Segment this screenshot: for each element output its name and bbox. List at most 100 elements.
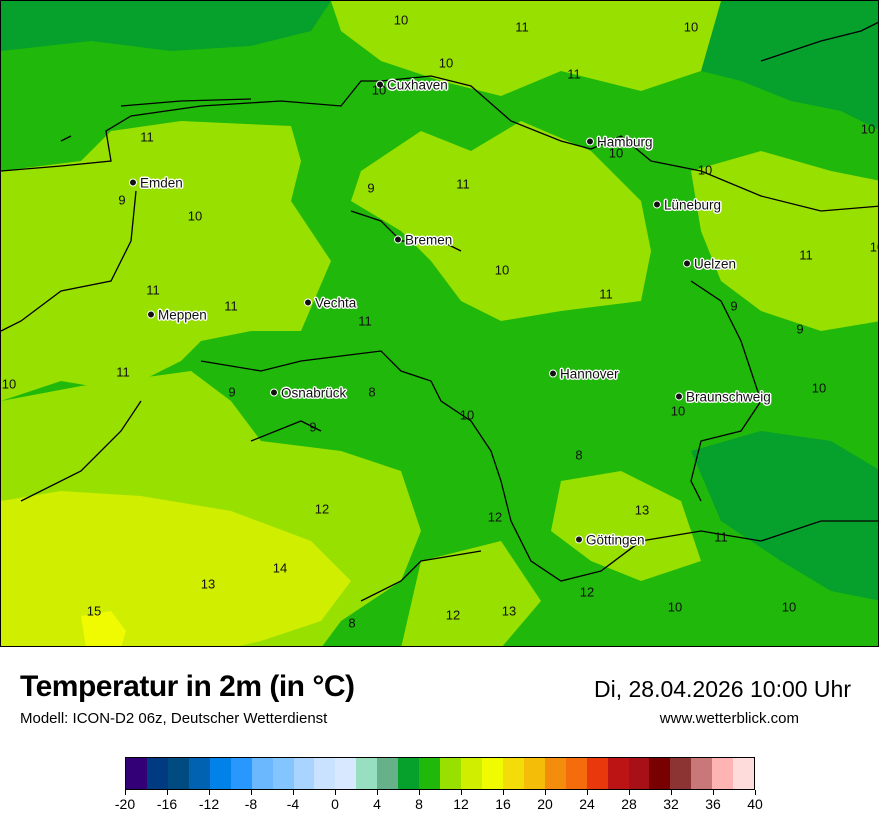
temperature-value: 10 [608, 145, 624, 161]
temperature-value: 8 [575, 447, 583, 463]
temperature-value: 10 [670, 403, 686, 419]
colorbar-tick [671, 790, 672, 795]
temperature-value: 12 [487, 509, 503, 525]
colorbar-tick [335, 790, 336, 795]
colorbar-tick [755, 790, 756, 795]
colorbar-bin [209, 758, 231, 789]
temperature-value: 12 [579, 584, 595, 600]
city-dot-icon [376, 80, 384, 89]
model-source: Modell: ICON-D2 06z, Deutscher Wetterdie… [20, 710, 328, 727]
zone-10-12 [551, 471, 701, 581]
colorbar-bin [586, 758, 608, 789]
zone-6-8 [691, 431, 878, 601]
temperature-value: 12 [445, 607, 461, 623]
city-dot-icon [270, 388, 278, 397]
colorbar-tick [713, 790, 714, 795]
colorbar-tick-label: 0 [331, 796, 339, 812]
colorbar-tick [587, 790, 588, 795]
temperature-value: 8 [368, 384, 376, 400]
zone-10-12 [401, 541, 541, 646]
colorbar-tick [629, 790, 630, 795]
colorbar-tick-label: 20 [537, 796, 553, 812]
temperature-value: 11 [456, 176, 470, 192]
temperature-value: 10 [393, 12, 409, 28]
temperature-value: 10 [811, 380, 827, 396]
city-label: Uelzen [683, 257, 736, 272]
city-dot-icon [147, 310, 155, 319]
temperature-value: 9 [796, 321, 804, 337]
temperature-value: 10 [667, 599, 683, 615]
city-label: Osnabrück [270, 386, 346, 401]
colorbar-bin [607, 758, 629, 789]
colorbar-tick-label: 4 [373, 796, 381, 812]
colorbar-tick-label: -4 [286, 796, 300, 812]
colorbar-tick [209, 790, 210, 795]
colorbar-tick-label: -12 [198, 796, 220, 812]
map-title: Temperatur in 2m (in °C) [20, 670, 355, 703]
colorbar-tick-label: 32 [663, 796, 679, 812]
temperature-value: 10 [187, 208, 203, 224]
city-dot-icon [586, 137, 594, 146]
colorbar-bin [188, 758, 210, 789]
city-name: Hannover [560, 366, 619, 382]
colorbar-tick-label: 40 [747, 796, 763, 812]
website-link[interactable]: www.wetterblick.com [659, 710, 799, 727]
city-label: Bremen [394, 233, 452, 248]
temperature-value: 11 [599, 286, 613, 302]
city-dot-icon [549, 369, 557, 378]
city-label: Hannover [549, 367, 619, 382]
temperature-value: 10 [1, 376, 17, 392]
colorbar-bin [398, 758, 420, 789]
city-label: Cuxhaven [376, 78, 448, 93]
temperature-value: 10 [781, 599, 797, 615]
colorbar-bin [293, 758, 315, 789]
zone-10-12 [351, 121, 651, 321]
colorbar-bin [126, 758, 147, 789]
colorbar-tick [167, 790, 168, 795]
city-dot-icon [683, 259, 691, 268]
temperature-value: 8 [348, 615, 356, 631]
colorbar-tick-label: 16 [495, 796, 511, 812]
colorbar-tick-label: -8 [244, 796, 258, 812]
city-name: Osnabrück [281, 385, 347, 401]
city-name: Meppen [158, 307, 207, 323]
zone-6-8 [701, 1, 878, 130]
temperature-value: 9 [118, 192, 126, 208]
city-label: Braunschweig [675, 390, 771, 405]
temperature-value: 12 [314, 501, 330, 517]
city-dot-icon [129, 178, 137, 187]
colorbar-bin [544, 758, 566, 789]
city-name: Braunschweig [686, 389, 771, 405]
city-dot-icon [575, 535, 583, 544]
city-dot-icon [304, 298, 312, 307]
colorbar-tick-label: -20 [114, 796, 136, 812]
borders-coastlines [1, 21, 878, 602]
colorbar-bin [335, 758, 357, 789]
temperature-value: 11 [567, 66, 581, 82]
zone-14-16 [81, 611, 126, 646]
temperature-value: 11 [515, 19, 529, 35]
colorbar-bin [502, 758, 524, 789]
colorbar-bin [628, 758, 650, 789]
temperature-value: 10 [438, 55, 454, 71]
temperature-value: 11 [224, 298, 238, 314]
colorbar-bin [461, 758, 482, 789]
city-name: Lüneburg [664, 197, 722, 213]
city-name: Hamburg [597, 134, 653, 150]
city-name: Bremen [405, 232, 453, 248]
valid-datetime: Di, 28.04.2026 10:00 Uhr [593, 676, 851, 702]
temperature-value: 10 [683, 19, 699, 35]
temperature-value: 11 [799, 247, 813, 263]
temperature-value: 13 [501, 603, 517, 619]
temperature-value: 14 [272, 560, 288, 576]
city-name: Uelzen [694, 256, 737, 272]
temperature-value: 11 [116, 364, 130, 380]
colorbar-bin [377, 758, 399, 789]
city-label: Vechta [304, 296, 356, 311]
temperature-value: 9 [367, 180, 375, 196]
temperature-value: 10 [371, 82, 387, 98]
city-dot-icon [653, 200, 661, 209]
colorbar-bin [167, 758, 189, 789]
colorbar-bin [251, 758, 273, 789]
temperature-value: 10 [860, 121, 876, 137]
